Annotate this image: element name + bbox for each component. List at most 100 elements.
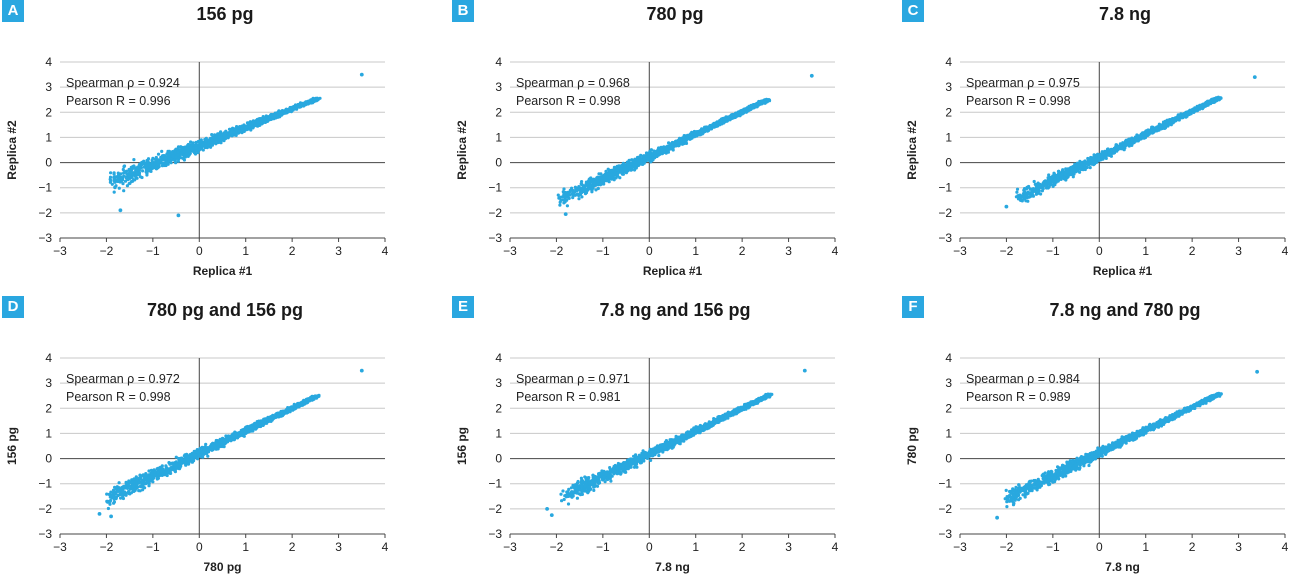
data-point bbox=[174, 156, 177, 159]
x-tick-label: −3 bbox=[953, 244, 967, 258]
x-axis-label: 780 pg bbox=[203, 560, 241, 574]
data-point bbox=[1189, 112, 1192, 115]
data-point bbox=[1059, 173, 1062, 176]
y-tick-label: 2 bbox=[45, 401, 52, 415]
data-point bbox=[595, 176, 598, 179]
y-tick-label: 3 bbox=[45, 376, 52, 390]
x-tick-label: −2 bbox=[100, 540, 114, 554]
data-point bbox=[1185, 113, 1188, 116]
data-point bbox=[765, 99, 768, 102]
data-point bbox=[1047, 173, 1050, 176]
outlier-point bbox=[1005, 205, 1009, 209]
data-point bbox=[1083, 163, 1086, 166]
data-point bbox=[728, 118, 731, 121]
data-point bbox=[200, 139, 203, 142]
data-point bbox=[608, 169, 611, 172]
data-point bbox=[278, 115, 281, 118]
data-point bbox=[722, 121, 725, 124]
data-point bbox=[616, 175, 619, 178]
x-tick-label: −3 bbox=[503, 244, 517, 258]
x-tick-label: −2 bbox=[550, 244, 564, 258]
data-point bbox=[748, 108, 751, 111]
data-point bbox=[624, 169, 627, 172]
data-point bbox=[1097, 157, 1100, 160]
data-point bbox=[177, 145, 180, 148]
data-point bbox=[215, 141, 218, 144]
data-point bbox=[667, 151, 670, 154]
data-point bbox=[597, 172, 600, 175]
data-point bbox=[140, 163, 143, 166]
data-point bbox=[716, 121, 719, 124]
y-tick-label: −2 bbox=[488, 206, 502, 220]
data-point bbox=[559, 201, 562, 204]
x-tick-label: 4 bbox=[382, 244, 389, 258]
data-point bbox=[304, 101, 307, 104]
data-point bbox=[1026, 186, 1029, 189]
data-point bbox=[161, 164, 164, 167]
x-tick-label: −1 bbox=[146, 244, 160, 258]
x-tick-label: 1 bbox=[1142, 244, 1149, 258]
data-point bbox=[127, 175, 130, 178]
data-point bbox=[689, 135, 692, 138]
data-point bbox=[1141, 133, 1144, 136]
data-point bbox=[1057, 178, 1060, 181]
data-point bbox=[1146, 132, 1149, 135]
y-tick-label: −1 bbox=[38, 477, 52, 491]
data-point bbox=[575, 189, 578, 192]
data-point bbox=[109, 171, 112, 174]
data-point bbox=[643, 158, 646, 161]
y-tick-label: 4 bbox=[45, 351, 52, 365]
data-point bbox=[566, 191, 569, 194]
data-point bbox=[562, 187, 565, 190]
data-point bbox=[259, 120, 262, 123]
data-point bbox=[263, 121, 266, 124]
y-tick-label: −2 bbox=[38, 206, 52, 220]
data-point bbox=[145, 162, 148, 165]
data-point bbox=[1218, 98, 1221, 101]
data-point bbox=[161, 155, 164, 158]
data-point bbox=[176, 150, 179, 153]
data-point bbox=[113, 186, 116, 189]
pearson-stat: Pearson R = 0.996 bbox=[66, 94, 171, 108]
data-point bbox=[151, 157, 154, 160]
data-point bbox=[1135, 139, 1138, 142]
data-point bbox=[629, 162, 632, 165]
x-tick-label: 1 bbox=[242, 540, 249, 554]
data-point bbox=[650, 159, 653, 162]
data-point bbox=[623, 165, 626, 168]
data-point bbox=[1156, 129, 1159, 132]
data-point bbox=[1119, 144, 1122, 147]
y-tick-label: −1 bbox=[488, 181, 502, 195]
data-point bbox=[646, 157, 649, 160]
data-point bbox=[1057, 170, 1060, 173]
data-point bbox=[574, 194, 577, 197]
data-point bbox=[172, 158, 175, 161]
y-tick-label: 3 bbox=[945, 80, 952, 94]
data-point bbox=[1015, 191, 1018, 194]
data-point bbox=[251, 122, 254, 125]
data-point bbox=[224, 130, 227, 133]
data-point bbox=[127, 178, 130, 181]
y-axis-label: Replica #2 bbox=[905, 120, 919, 180]
data-point bbox=[1091, 162, 1094, 165]
y-tick-label: 3 bbox=[495, 80, 502, 94]
x-axis-label: Replica #1 bbox=[193, 264, 253, 278]
data-point bbox=[719, 119, 722, 122]
outlier-point bbox=[177, 214, 181, 218]
pearson-stat: Pearson R = 0.998 bbox=[966, 94, 1071, 108]
data-point bbox=[1075, 169, 1078, 172]
x-tick-label: 0 bbox=[646, 244, 653, 258]
spearman-stat: Spearman ρ = 0.968 bbox=[516, 76, 630, 90]
x-axis-label: Replica #1 bbox=[1093, 264, 1153, 278]
data-point bbox=[1053, 178, 1056, 181]
data-point bbox=[1206, 100, 1209, 103]
data-point bbox=[1036, 189, 1039, 192]
data-point bbox=[217, 135, 220, 138]
data-point bbox=[114, 181, 117, 184]
data-point bbox=[580, 183, 583, 186]
data-point bbox=[122, 497, 125, 500]
spearman-stat: Spearman ρ = 0.975 bbox=[966, 76, 1080, 90]
data-point bbox=[128, 182, 131, 185]
